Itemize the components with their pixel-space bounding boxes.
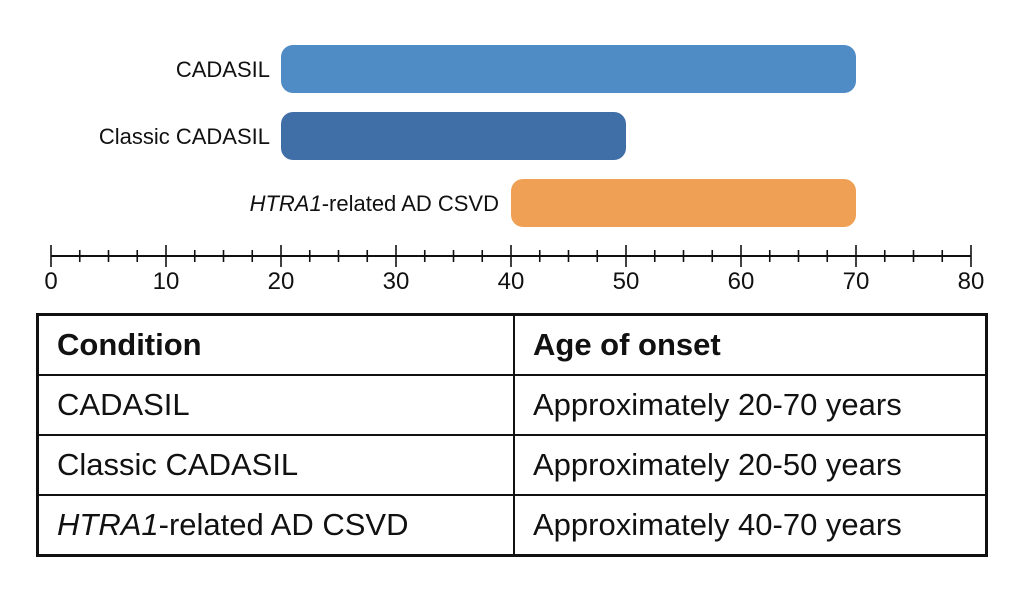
x-tick-label: 60 (728, 268, 755, 295)
table-row: CADASIL Approximately 20-70 years (36, 374, 988, 436)
gene-name: HTRA1 (57, 507, 159, 542)
table-row: HTRA1-related AD CSVD Approximately 40-7… (36, 494, 988, 557)
condition-cell: HTRA1-related AD CSVD (36, 494, 515, 557)
x-tick-label: 70 (843, 268, 870, 295)
x-tick-label: 30 (383, 268, 410, 295)
condition-name: -related AD CSVD (158, 507, 409, 542)
x-axis: 0 10 20 30 40 50 60 70 80 (44, 245, 984, 295)
bar-cadasil (281, 45, 856, 93)
category-label: HTRA1-related AD CSVD (250, 191, 499, 216)
header-age-of-onset: Age of onset (513, 313, 988, 376)
onset-cell: Approximately 20-50 years (513, 434, 988, 496)
x-tick-label: 50 (613, 268, 640, 295)
x-tick-label: 10 (153, 268, 180, 295)
x-tick-label: 40 (498, 268, 525, 295)
condition-name: Classic CADASIL (57, 447, 299, 482)
bar-classic-cadasil (281, 112, 626, 160)
table-header-row: Condition Age of onset (36, 313, 988, 376)
bars-layer: CADASIL Classic CADASIL HTRA1-related AD C… (99, 45, 856, 227)
x-tick-label: 0 (44, 268, 57, 295)
condition-cell: CADASIL (36, 374, 515, 436)
category-label: CADASIL (176, 57, 270, 82)
category-label: Classic CADASIL (99, 124, 270, 149)
onset-cell: Approximately 20-70 years (513, 374, 988, 436)
onset-cell: Approximately 40-70 years (513, 494, 988, 557)
onset-table: Condition Age of onset CADASIL Approxima… (36, 313, 988, 557)
bar-htra1-related-ad-csvd (511, 179, 856, 227)
onset-range-chart: CADASIL Classic CADASIL HTRA1-related AD C… (44, 45, 984, 295)
table-row: Classic CADASIL Approximately 20-50 year… (36, 434, 988, 496)
header-condition: Condition (36, 313, 515, 376)
x-tick-label: 20 (268, 268, 295, 295)
condition-cell: Classic CADASIL (36, 434, 515, 496)
x-tick-label: 80 (958, 268, 985, 295)
condition-name: CADASIL (57, 387, 190, 422)
